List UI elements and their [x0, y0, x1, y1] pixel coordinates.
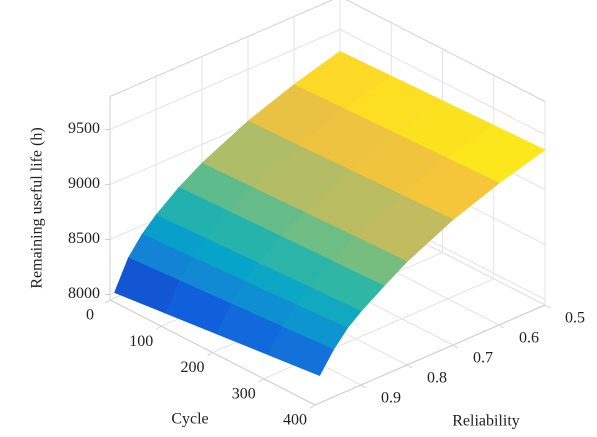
y-tick [452, 344, 459, 349]
y-tick-label: 0.8 [427, 370, 447, 387]
x-tick-label: 300 [232, 385, 256, 402]
z-tick-label: 8500 [68, 230, 100, 247]
z-tick-label: 8000 [68, 285, 100, 302]
x-tick-label: 100 [129, 333, 153, 350]
z-tick-label: 9000 [68, 175, 100, 192]
surface-layer [114, 51, 546, 377]
y-tick-label: 0.7 [473, 350, 493, 367]
grid-line [109, 29, 341, 130]
y-axis-line [314, 304, 546, 406]
axes-layer: 0 100 200 300 400 0.5 0.6 0.7 0.8 0.9 8000 8500 9000… [68, 96, 585, 429]
grid-line [339, 29, 546, 135]
y-tick [544, 304, 551, 309]
z-axis-title: Remaining useful life (h) [29, 127, 46, 288]
x-axis-title: Cycle [171, 411, 208, 428]
x-tick [104, 299, 111, 304]
box-edge [109, 0, 334, 97]
x-tick [155, 325, 162, 330]
x-tick-label: 0 [86, 307, 94, 324]
x-tick [309, 404, 316, 409]
y-tick [406, 364, 413, 369]
x-tick-label: 200 [181, 359, 205, 376]
y-tick [498, 324, 505, 329]
y-axis-title: Reliability [452, 413, 520, 430]
y-tick-label: 0.6 [519, 330, 539, 347]
x-tick [258, 378, 265, 383]
x-tick [207, 352, 213, 356]
surface-cell [267, 326, 334, 377]
y-tick-label: 0.9 [381, 390, 401, 407]
y-tick [360, 384, 367, 389]
z-tick-label: 9500 [68, 120, 100, 137]
y-tick-label: 0.5 [565, 310, 585, 327]
x-tick-label: 400 [283, 412, 307, 429]
